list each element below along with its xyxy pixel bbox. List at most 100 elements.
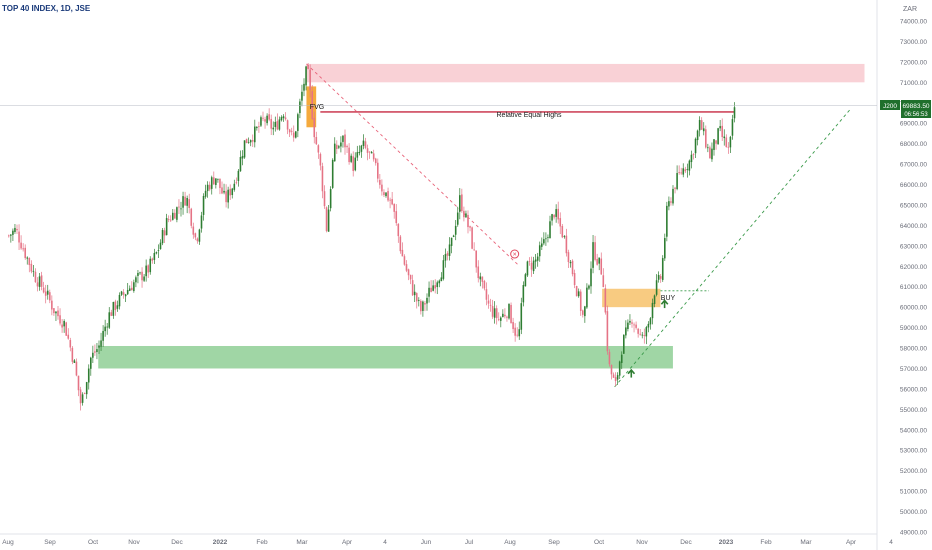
candle (315, 131, 318, 145)
candle (692, 153, 695, 160)
candle (174, 209, 176, 219)
candle (358, 145, 361, 156)
equal-highs-label: Relative Equal Highs (497, 112, 562, 119)
candle (602, 268, 605, 288)
candle (143, 274, 145, 282)
candle (307, 62, 309, 70)
candle (26, 256, 29, 265)
supply-zone[interactable] (306, 63, 865, 83)
candle (221, 181, 223, 195)
candle (705, 125, 707, 149)
candle (165, 213, 168, 236)
order_block-zone[interactable] (602, 288, 661, 308)
candle (104, 319, 106, 337)
candle (92, 345, 94, 363)
candle (30, 260, 33, 274)
candle (454, 220, 457, 241)
candle (229, 184, 231, 200)
candle (381, 179, 383, 196)
candle (407, 268, 410, 281)
candle (370, 150, 373, 154)
candle (274, 116, 277, 132)
candle (502, 309, 504, 318)
price-tick-label: 67000.00 (900, 162, 927, 169)
candle (215, 178, 217, 189)
candle (190, 207, 193, 229)
price-tick-label: 73000.00 (900, 39, 927, 46)
time-tick-label: Jul (465, 539, 474, 546)
candle (366, 144, 369, 161)
candle (516, 327, 518, 338)
candle (53, 308, 55, 316)
candle (344, 129, 346, 155)
price-badge[interactable]: J200 69883.50 06:56:53 (880, 100, 931, 118)
price-tick-label: 55000.00 (900, 407, 927, 414)
candle (571, 259, 574, 277)
candle (584, 305, 586, 323)
price-tick-label: 61000.00 (900, 284, 927, 291)
candle (200, 211, 203, 233)
candle (664, 233, 666, 261)
candle (112, 301, 115, 319)
candle (360, 144, 363, 158)
time-tick-label: Dec (171, 539, 183, 546)
candle (731, 114, 734, 140)
candle (616, 372, 619, 386)
candle (659, 273, 662, 283)
candle (715, 140, 717, 150)
price-tick-label: 64000.00 (900, 223, 927, 230)
time-tick-label: Mar (296, 539, 308, 546)
candle (485, 282, 488, 306)
candle (186, 195, 188, 214)
candle (309, 64, 311, 98)
candle (231, 187, 234, 199)
price-tick-label: 58000.00 (900, 346, 927, 353)
candle (702, 122, 705, 136)
candle (14, 224, 16, 234)
candle (538, 241, 541, 262)
candle (321, 162, 324, 199)
candle (680, 167, 682, 175)
candle (292, 125, 295, 142)
candle (372, 149, 375, 162)
x-marker-label: × (513, 252, 517, 259)
candle (672, 185, 674, 206)
price-tick-label: 53000.00 (900, 448, 927, 455)
candle (610, 364, 613, 380)
candle (440, 272, 443, 282)
candle (46, 284, 49, 300)
time-tick-label: Nov (128, 539, 140, 546)
uptrend-line[interactable] (614, 108, 851, 388)
candle (565, 228, 568, 257)
price-tick-label: 72000.00 (900, 59, 927, 66)
candle (94, 344, 96, 356)
candle (606, 305, 609, 355)
demand-zone[interactable] (98, 345, 673, 369)
candle (575, 285, 578, 297)
candle (530, 256, 533, 277)
price-tick-label: 51000.00 (900, 489, 927, 496)
fvg-zone[interactable] (306, 86, 317, 128)
candle (338, 144, 340, 150)
candle (471, 226, 473, 250)
candle (172, 209, 174, 221)
candle (395, 204, 398, 226)
candle (116, 300, 119, 312)
candle (700, 117, 703, 130)
candle (266, 113, 268, 126)
candle (237, 168, 240, 187)
candle (497, 312, 500, 322)
downtrend-line[interactable] (306, 63, 518, 265)
candle (178, 199, 180, 215)
candle (528, 257, 531, 266)
candle (506, 315, 508, 322)
time-tick-label: Sep (44, 539, 56, 546)
candle (518, 321, 521, 340)
candle (403, 254, 406, 266)
candle (149, 256, 152, 275)
time-tick-label: 4 (889, 539, 893, 546)
candle (227, 186, 229, 209)
candle (651, 298, 654, 325)
candle (145, 259, 147, 282)
